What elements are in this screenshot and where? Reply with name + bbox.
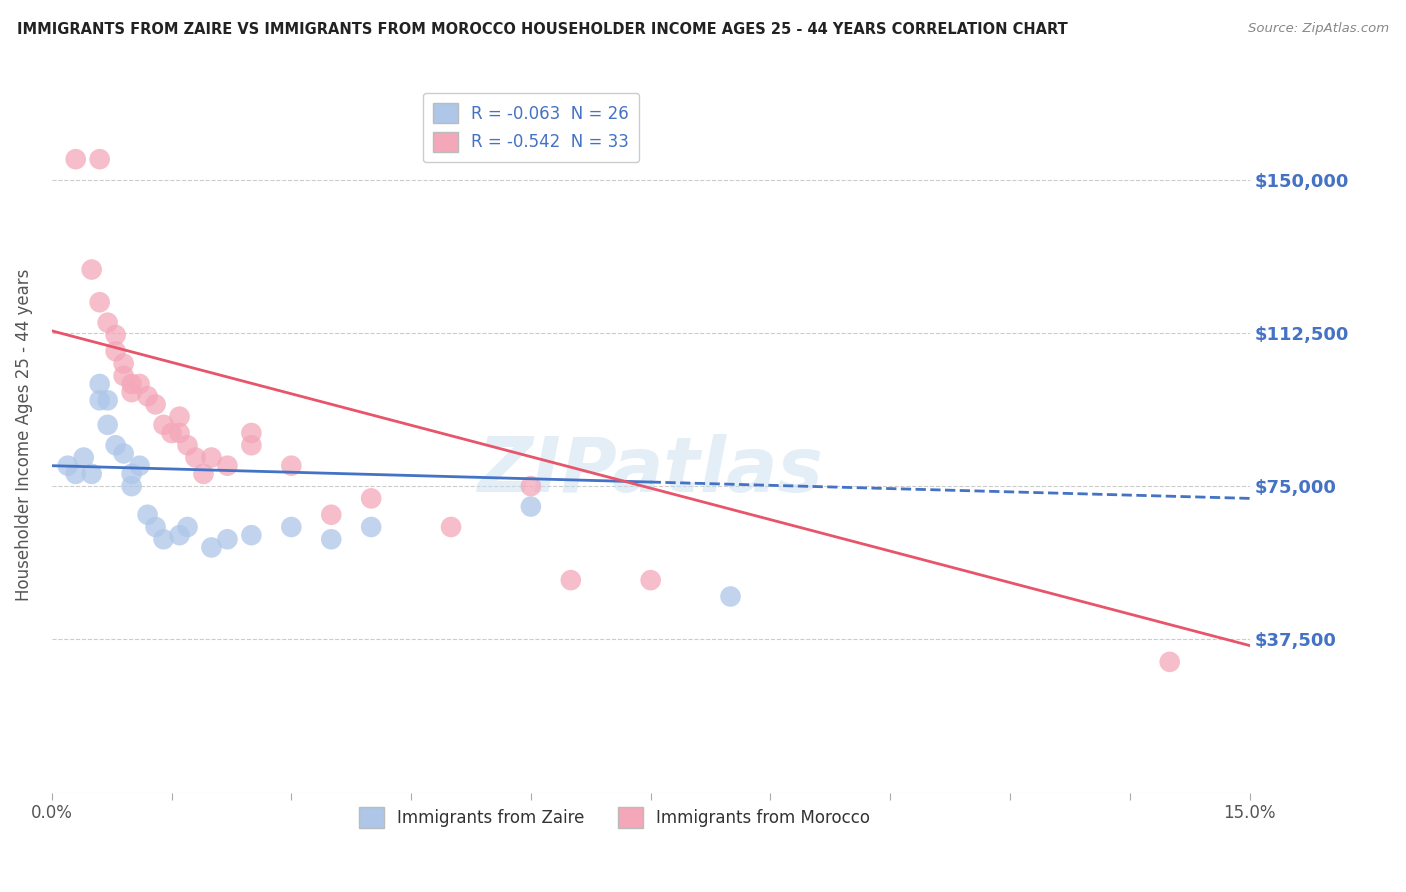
Point xyxy=(65,152,87,166)
Point xyxy=(240,425,263,440)
Point xyxy=(136,389,159,403)
Point xyxy=(121,385,143,400)
Point xyxy=(1159,655,1181,669)
Point xyxy=(560,573,582,587)
Point xyxy=(152,533,174,547)
Point xyxy=(240,438,263,452)
Point xyxy=(104,327,127,342)
Point xyxy=(217,533,239,547)
Point xyxy=(217,458,239,473)
Point xyxy=(65,467,87,481)
Point xyxy=(176,438,198,452)
Point xyxy=(128,458,150,473)
Point xyxy=(89,376,111,391)
Point xyxy=(80,467,103,481)
Point xyxy=(360,491,382,506)
Point xyxy=(136,508,159,522)
Point xyxy=(145,520,167,534)
Text: Source: ZipAtlas.com: Source: ZipAtlas.com xyxy=(1249,22,1389,36)
Point xyxy=(360,520,382,534)
Point xyxy=(112,446,135,460)
Point xyxy=(440,520,463,534)
Point xyxy=(169,425,191,440)
Point xyxy=(112,357,135,371)
Point xyxy=(73,450,96,465)
Point xyxy=(280,520,302,534)
Point xyxy=(321,508,343,522)
Point xyxy=(200,450,222,465)
Point xyxy=(169,528,191,542)
Point xyxy=(121,479,143,493)
Y-axis label: Householder Income Ages 25 - 44 years: Householder Income Ages 25 - 44 years xyxy=(15,268,32,601)
Point xyxy=(89,152,111,166)
Text: IMMIGRANTS FROM ZAIRE VS IMMIGRANTS FROM MOROCCO HOUSEHOLDER INCOME AGES 25 - 44: IMMIGRANTS FROM ZAIRE VS IMMIGRANTS FROM… xyxy=(17,22,1067,37)
Point xyxy=(169,409,191,424)
Point xyxy=(56,458,79,473)
Point xyxy=(176,520,198,534)
Point xyxy=(184,450,207,465)
Point xyxy=(128,376,150,391)
Point xyxy=(97,417,120,432)
Point xyxy=(200,541,222,555)
Point xyxy=(112,368,135,383)
Point xyxy=(145,397,167,411)
Point xyxy=(104,344,127,359)
Point xyxy=(89,295,111,310)
Point xyxy=(80,262,103,277)
Point xyxy=(240,528,263,542)
Point xyxy=(152,417,174,432)
Point xyxy=(640,573,662,587)
Point xyxy=(104,438,127,452)
Point xyxy=(720,590,742,604)
Point xyxy=(280,458,302,473)
Point xyxy=(97,316,120,330)
Point xyxy=(89,393,111,408)
Legend: Immigrants from Zaire, Immigrants from Morocco: Immigrants from Zaire, Immigrants from M… xyxy=(353,801,877,834)
Point xyxy=(121,467,143,481)
Text: ZIPatlas: ZIPatlas xyxy=(478,434,824,508)
Point xyxy=(520,500,543,514)
Point xyxy=(520,479,543,493)
Point xyxy=(193,467,215,481)
Point xyxy=(121,376,143,391)
Point xyxy=(160,425,183,440)
Point xyxy=(97,393,120,408)
Point xyxy=(321,533,343,547)
